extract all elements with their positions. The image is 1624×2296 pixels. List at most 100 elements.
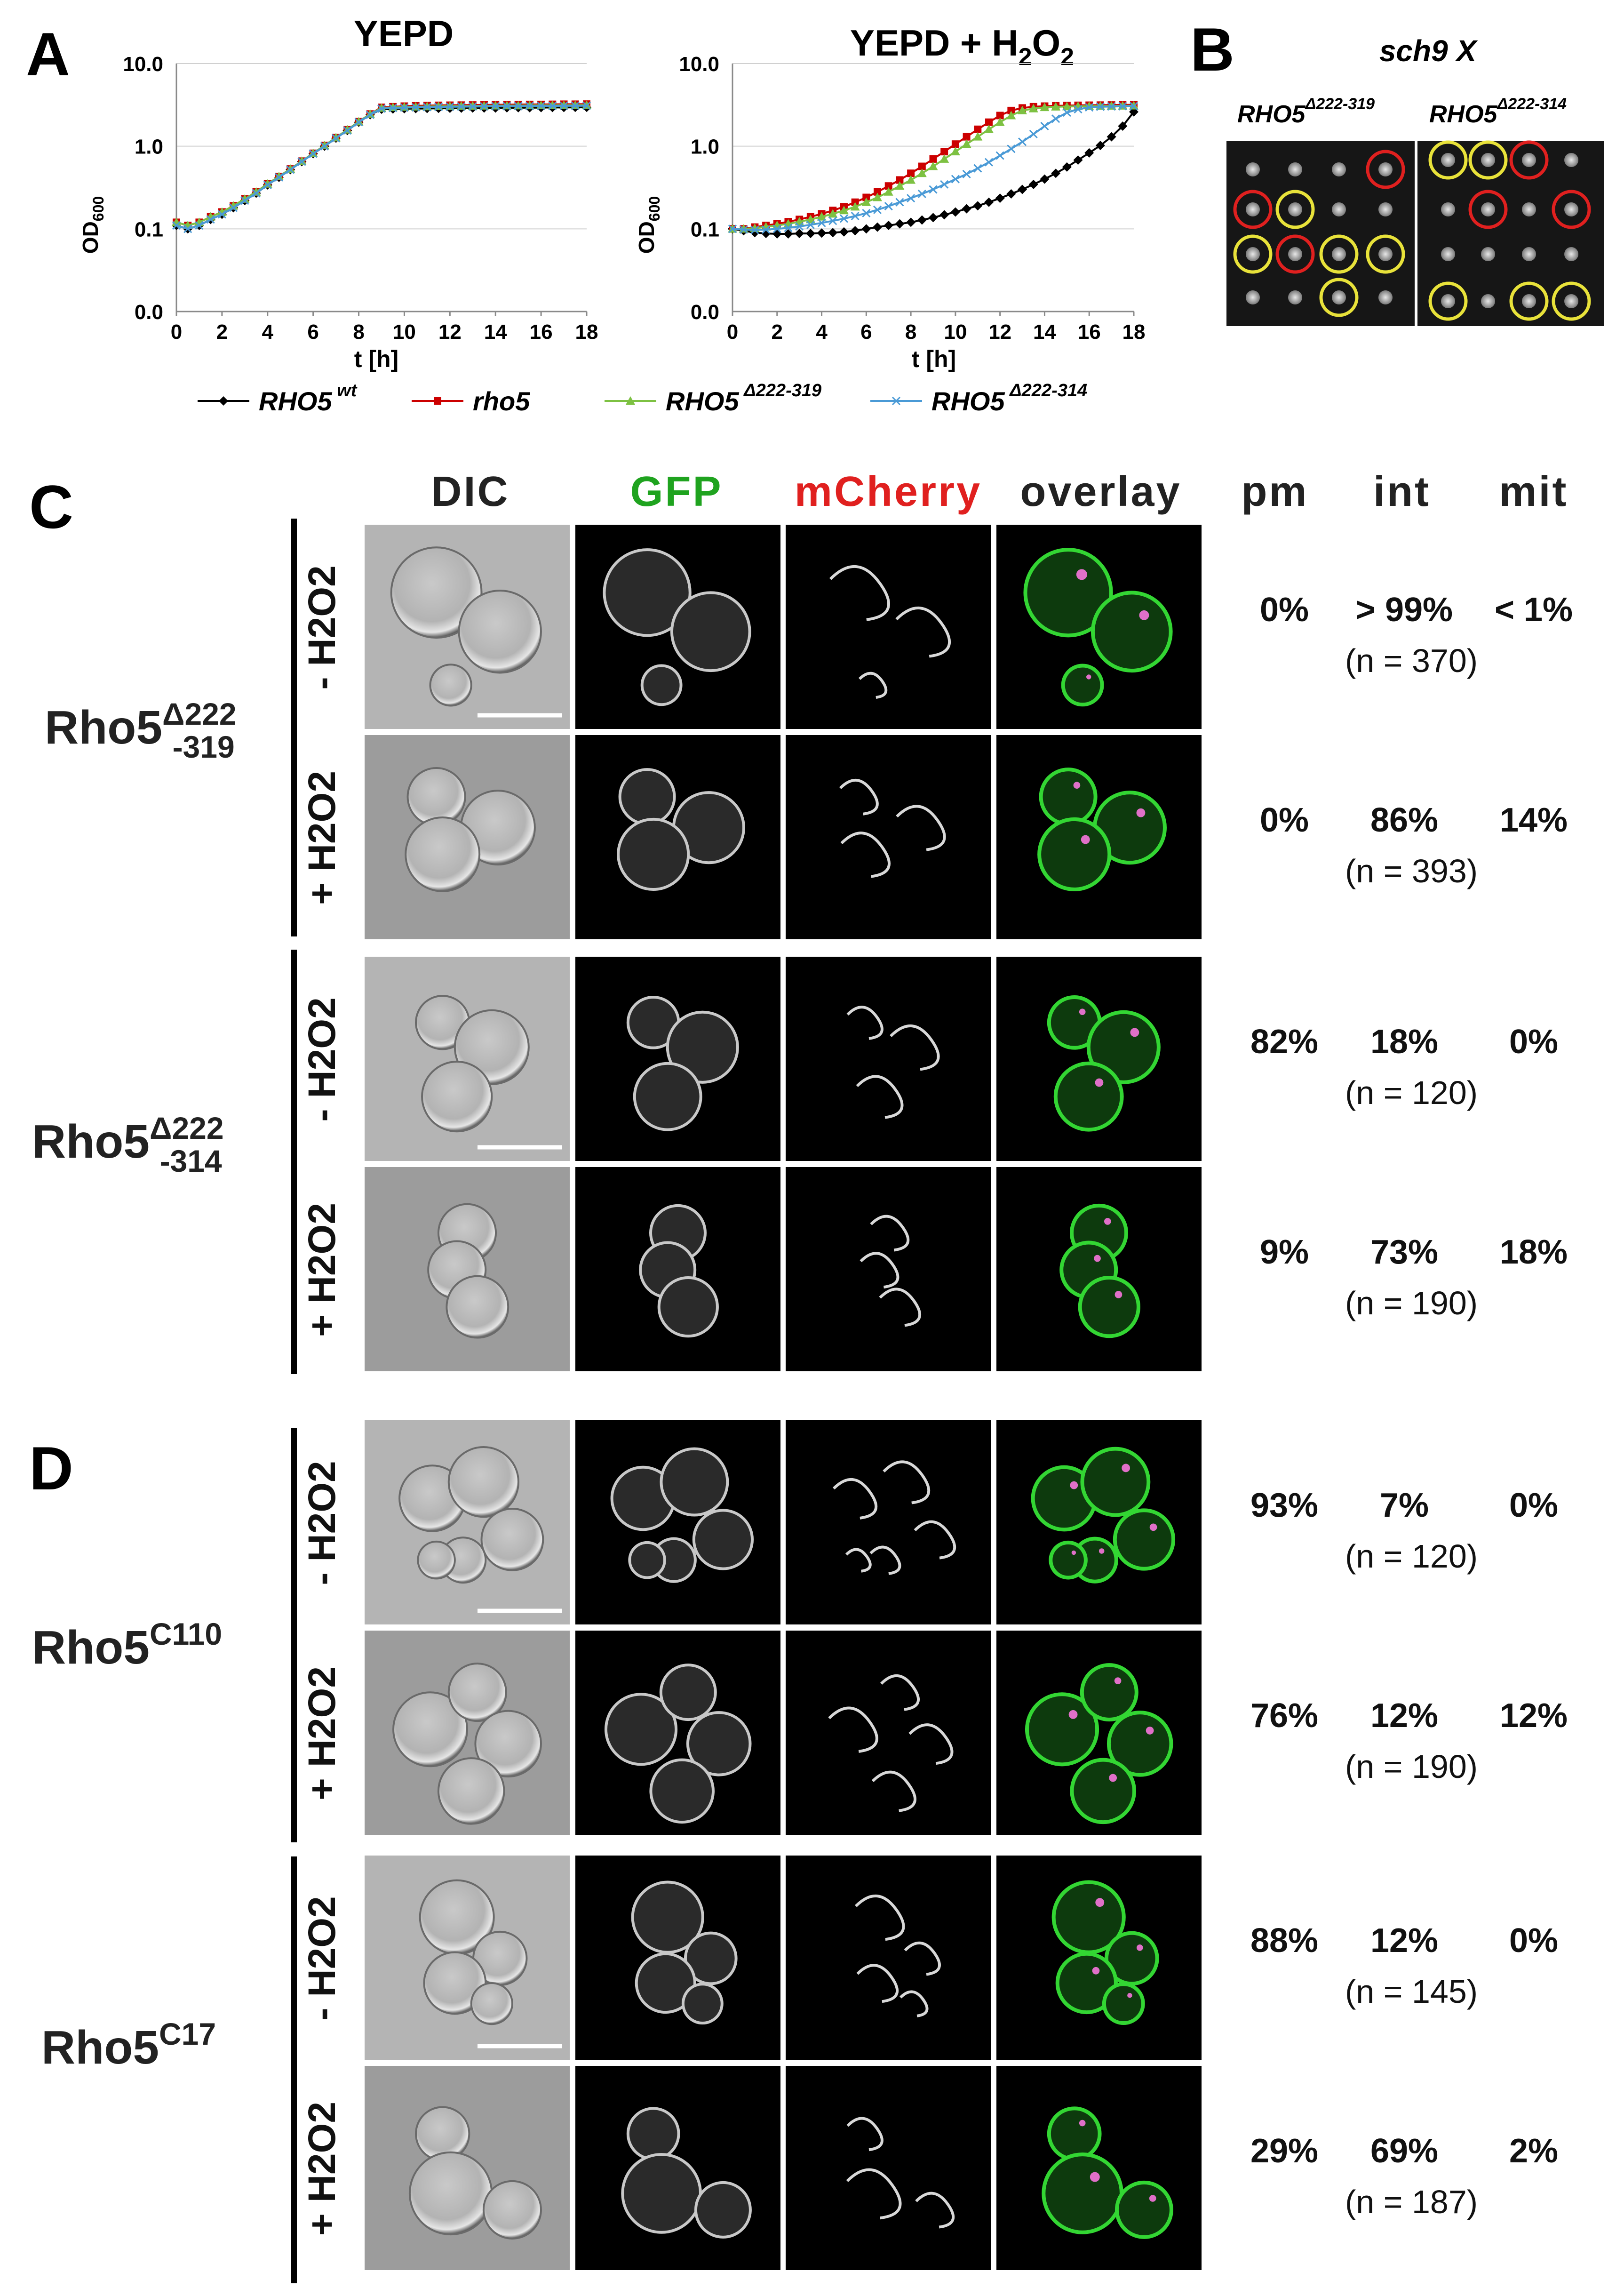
data-point bbox=[984, 124, 994, 133]
data-point bbox=[783, 229, 793, 239]
yellow-ring bbox=[1319, 278, 1359, 317]
construct-label: Rho5C110 bbox=[32, 1616, 222, 1674]
stat-mit: 0% bbox=[1509, 1023, 1558, 1061]
cell bbox=[447, 1663, 507, 1722]
mitochondria bbox=[846, 1006, 884, 1040]
yellow-ring bbox=[1233, 234, 1273, 274]
y-tick-label: 10.0 bbox=[123, 53, 163, 76]
stat-pm: 82% bbox=[1250, 1023, 1318, 1061]
mitochondria bbox=[880, 1674, 920, 1711]
cell bbox=[681, 1983, 724, 2025]
condition-text: - H bbox=[301, 1070, 343, 1121]
chart-legend: RHO5 wt rho5 RHO5 Δ222-319 RHO5 Δ222-314 bbox=[198, 381, 1087, 416]
legend-label: RHO5 Δ222-319 bbox=[666, 381, 821, 416]
micrograph-grid bbox=[365, 525, 1202, 2273]
colony bbox=[1246, 247, 1260, 261]
image-background bbox=[786, 1167, 991, 1373]
data-point bbox=[571, 101, 580, 110]
data-point bbox=[973, 201, 983, 211]
mitochondria bbox=[1079, 1008, 1086, 1015]
cell bbox=[1042, 2152, 1123, 2234]
red-ring bbox=[1275, 234, 1315, 274]
stat-n: (n = 120) bbox=[1345, 1074, 1478, 1111]
series-line bbox=[176, 103, 587, 227]
data-point bbox=[895, 219, 905, 229]
data-point bbox=[172, 221, 181, 230]
gfp-image bbox=[575, 957, 780, 1162]
data-point bbox=[548, 102, 557, 111]
legend-entry: RHO5 Δ222-319 bbox=[605, 381, 821, 416]
cell bbox=[692, 1509, 754, 1570]
construct-label: Rho5C17 bbox=[41, 2016, 216, 2074]
data-point bbox=[1062, 102, 1072, 111]
mitochondria bbox=[1114, 1677, 1122, 1685]
data-point bbox=[974, 125, 982, 133]
y-tick-labels: 0.0 0.1 1.0 10.0 bbox=[123, 53, 163, 324]
stat-int: 12% bbox=[1370, 1697, 1438, 1735]
data-point bbox=[995, 117, 1005, 126]
data-point bbox=[1006, 189, 1016, 199]
mitochondria bbox=[883, 1460, 931, 1504]
stat-pm: 88% bbox=[1250, 1922, 1318, 1960]
data-point bbox=[434, 103, 443, 112]
mitochondria bbox=[1095, 1898, 1105, 1907]
data-point bbox=[795, 222, 804, 231]
data-point bbox=[1018, 137, 1027, 146]
mitochondria bbox=[1073, 782, 1081, 789]
data-point bbox=[828, 228, 838, 238]
cell bbox=[666, 1010, 739, 1084]
condition-plus-h2o2: + H2O2 bbox=[301, 2102, 343, 2236]
panel-label-c: C bbox=[29, 472, 73, 541]
cell bbox=[626, 2107, 680, 2161]
data-point bbox=[286, 165, 295, 174]
cell bbox=[1055, 1952, 1118, 2015]
data-point bbox=[918, 162, 926, 170]
mitochondria bbox=[890, 1024, 940, 1071]
dic-image bbox=[365, 1420, 570, 1626]
legend-superscript: Δ222-319 bbox=[739, 381, 822, 400]
legend-marker bbox=[434, 397, 441, 405]
localization-stats: 0% > 99% < 1% (n = 370) 0% 86% 14% (n = 393) 82%… bbox=[1250, 591, 1573, 2220]
colony bbox=[1378, 202, 1393, 216]
data-point bbox=[343, 126, 352, 135]
column-header-gfp: GFP bbox=[630, 468, 723, 515]
cell bbox=[1039, 768, 1098, 826]
data-point bbox=[995, 193, 1005, 203]
series-2 bbox=[728, 101, 1138, 233]
cell bbox=[446, 1275, 509, 1339]
overlay-image bbox=[996, 957, 1202, 1162]
data-point bbox=[839, 214, 849, 223]
chart-grid bbox=[176, 63, 587, 312]
image-background bbox=[786, 1631, 991, 1836]
cell bbox=[649, 1758, 715, 1824]
condition-sub: 2 bbox=[301, 2102, 343, 2123]
data-point bbox=[229, 203, 238, 212]
data-point bbox=[985, 118, 993, 126]
condition-sub: 2 bbox=[301, 1512, 343, 1534]
stat-int: 18% bbox=[1370, 1023, 1438, 1061]
column-header-mcherry: mCherry bbox=[795, 468, 982, 515]
data-point bbox=[582, 100, 591, 109]
legend-name: rho5 bbox=[473, 386, 530, 416]
image-background bbox=[575, 1420, 780, 1626]
condition-minus-h2o2: - H2O2 bbox=[301, 997, 343, 1121]
y-tick-labels: 0.0 0.1 1.0 10.0 bbox=[679, 53, 719, 324]
mitochondria bbox=[869, 1545, 901, 1575]
cell bbox=[640, 664, 683, 706]
data-point bbox=[468, 102, 477, 111]
data-point bbox=[950, 147, 960, 156]
cell bbox=[1080, 1447, 1151, 1517]
data-point bbox=[728, 224, 737, 233]
stat-mit: < 1% bbox=[1495, 591, 1573, 629]
data-point bbox=[502, 101, 512, 110]
condition-minus-h2o2: - H2O2 bbox=[301, 1461, 343, 1585]
data-point bbox=[1006, 111, 1016, 120]
condition-sub: 2 bbox=[301, 1461, 343, 1482]
mcherry-image bbox=[786, 735, 991, 941]
cell bbox=[657, 1276, 719, 1338]
colony bbox=[1522, 153, 1536, 167]
stat-mit: 0% bbox=[1509, 1922, 1558, 1960]
column-header-overlay: overlay bbox=[1020, 468, 1181, 515]
condition-text: - H bbox=[301, 1534, 343, 1585]
stat-mit: 18% bbox=[1500, 1233, 1568, 1271]
